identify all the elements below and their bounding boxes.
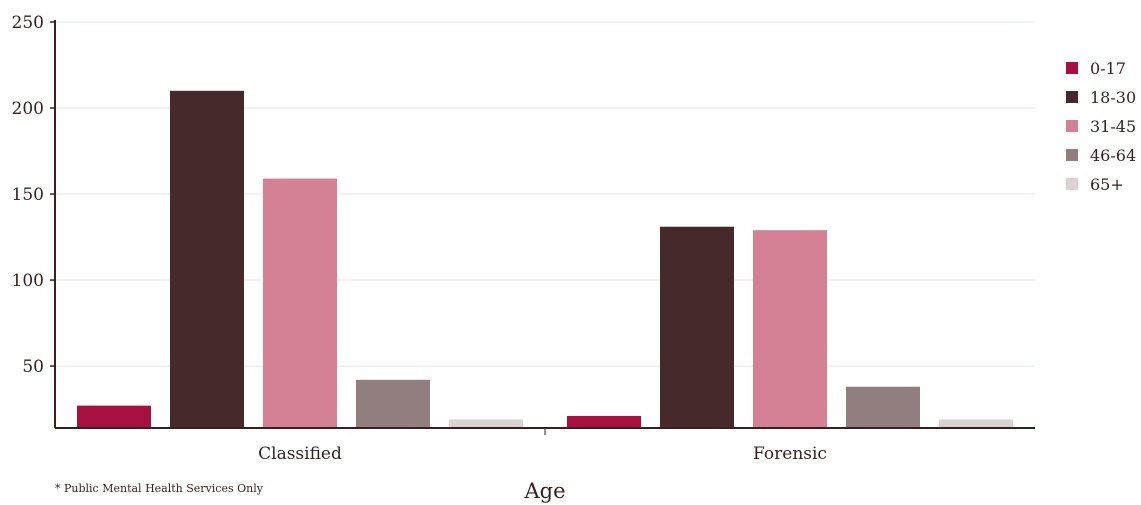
y-tick-label: 250	[12, 13, 44, 33]
x-category-label: Classified	[258, 444, 342, 464]
x-axis-category-labels: Classified Forensic	[258, 444, 827, 464]
legend-label: 18-30	[1090, 88, 1136, 107]
legend-swatch	[1066, 91, 1078, 103]
bar-forensic-0-17	[567, 415, 641, 428]
y-tick-label: 50	[22, 357, 44, 377]
legend-label: 31-45	[1090, 117, 1136, 136]
legend-swatch	[1066, 62, 1078, 74]
bar-classified-31-45	[263, 178, 337, 428]
bar-forensic-18-30	[660, 226, 734, 428]
legend-label: 46-64	[1090, 146, 1136, 165]
y-tick-label: 200	[12, 99, 44, 119]
bar-classified-65+	[449, 419, 523, 428]
y-tick-label: 100	[12, 271, 44, 291]
y-tick-label: 150	[12, 185, 44, 205]
legend-label: 0-17	[1090, 59, 1126, 78]
footnote: * Public Mental Health Services Only	[55, 482, 264, 495]
bar-classified-18-30	[170, 90, 244, 428]
legend-swatch	[1066, 120, 1078, 132]
x-axis-title: Age	[523, 479, 565, 503]
bar-classified-46-64	[356, 379, 430, 428]
y-axis-ticks: 50 100 150 200 250	[12, 13, 55, 377]
legend-swatch	[1066, 149, 1078, 161]
legend-swatch	[1066, 178, 1078, 190]
x-category-label: Forensic	[753, 444, 827, 464]
bar-classified-0-17	[77, 405, 151, 428]
bar-forensic-31-45	[753, 230, 827, 428]
legend: 0-17 18-30 31-45 46-64 65+	[1066, 59, 1136, 194]
bar-forensic-46-64	[846, 386, 920, 428]
bars	[77, 90, 1013, 428]
bar-forensic-65+	[939, 419, 1013, 428]
legend-label: 65+	[1090, 175, 1124, 194]
